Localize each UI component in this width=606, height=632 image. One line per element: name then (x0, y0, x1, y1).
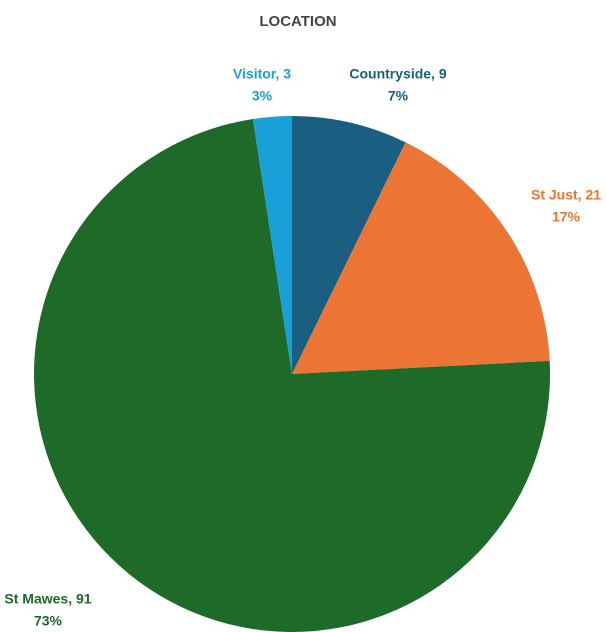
percent-label: 17% (552, 209, 581, 225)
data-label: St Mawes, 91 (4, 591, 91, 607)
pie-slice (252, 116, 292, 374)
data-label: Visitor, 3 (233, 66, 291, 82)
data-label: St Just, 21 (531, 187, 601, 203)
pie-slice (292, 116, 406, 374)
percent-label: 3% (252, 88, 273, 104)
pie-slice (292, 142, 550, 374)
percent-label: 7% (388, 88, 409, 104)
pie-slice (34, 118, 550, 632)
data-label: Countryside, 9 (349, 66, 446, 82)
percent-label: 73% (34, 613, 63, 629)
chart-title: LOCATION (259, 13, 336, 30)
